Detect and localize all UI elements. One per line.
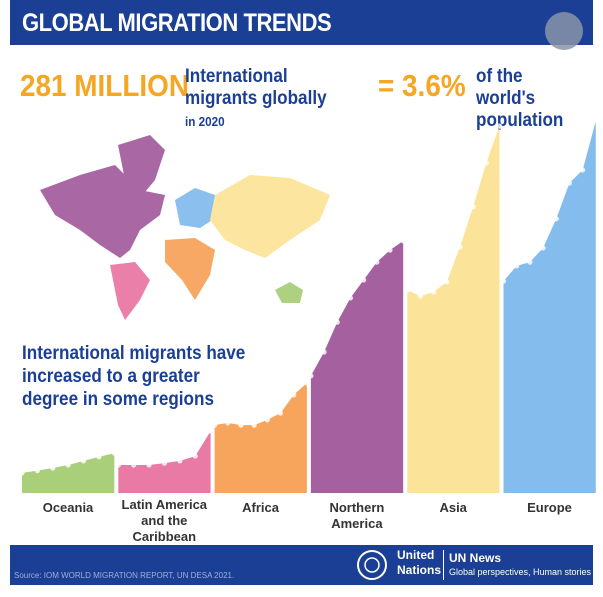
world-map xyxy=(40,135,330,320)
area xyxy=(118,431,211,493)
map-oceania xyxy=(275,282,303,303)
point xyxy=(514,263,520,269)
point xyxy=(225,420,231,426)
title: GLOBAL MIGRATION TRENDS xyxy=(22,9,332,37)
point xyxy=(347,295,354,301)
area xyxy=(22,453,115,493)
point xyxy=(264,417,270,423)
un-logo xyxy=(357,550,387,580)
point xyxy=(238,422,244,428)
point xyxy=(111,450,117,456)
point xyxy=(374,259,380,265)
point xyxy=(208,428,214,434)
map-greenland xyxy=(118,135,165,198)
point xyxy=(470,204,476,210)
org: United Nations xyxy=(397,548,442,577)
map-africa xyxy=(165,238,215,300)
point xyxy=(400,238,406,244)
category-label: Latin America and the Caribbean xyxy=(121,497,208,544)
footer-bar xyxy=(10,545,593,585)
point xyxy=(496,123,503,129)
map-asia xyxy=(210,175,330,258)
point xyxy=(527,259,533,265)
point xyxy=(387,247,393,253)
point xyxy=(212,422,218,428)
point xyxy=(161,460,168,466)
headline-text: International migrants globally in 2020 xyxy=(185,66,338,133)
point xyxy=(96,454,102,460)
point xyxy=(321,349,327,355)
point xyxy=(580,167,586,173)
point xyxy=(251,422,257,428)
point xyxy=(80,458,87,464)
point xyxy=(50,465,56,471)
point xyxy=(444,279,450,285)
headline-year: in 2020 xyxy=(185,114,225,129)
point xyxy=(146,462,152,468)
point xyxy=(291,392,297,398)
point xyxy=(334,319,340,325)
point xyxy=(304,380,310,386)
area xyxy=(407,125,500,493)
point xyxy=(566,180,573,186)
point xyxy=(131,462,137,468)
category-label: Northern America xyxy=(329,500,385,531)
brand: UN News xyxy=(449,551,502,565)
category-label: Oceania xyxy=(42,500,94,515)
point xyxy=(404,287,410,293)
point xyxy=(457,244,463,250)
point xyxy=(540,245,546,251)
point xyxy=(308,373,314,379)
map-south-america xyxy=(110,262,150,320)
divider xyxy=(443,550,444,580)
point xyxy=(361,277,367,283)
point xyxy=(593,118,599,124)
point xyxy=(34,468,40,474)
header-bar xyxy=(10,0,593,45)
headline-number: 281 MILLION xyxy=(20,68,189,103)
category-label: Africa xyxy=(242,500,280,515)
category-label: Asia xyxy=(439,500,467,515)
tagline: Global perspectives, Human stories xyxy=(449,567,592,577)
point xyxy=(65,462,71,468)
point xyxy=(115,462,121,468)
area xyxy=(503,121,596,493)
point xyxy=(500,278,507,284)
area xyxy=(214,382,307,493)
share-button[interactable] xyxy=(545,12,583,50)
point xyxy=(417,293,423,299)
area xyxy=(310,240,404,493)
point xyxy=(483,160,489,166)
subtitle: International migrants have increased to… xyxy=(22,343,246,410)
point xyxy=(277,410,284,416)
headline-share: = 3.6% xyxy=(378,68,466,103)
point xyxy=(553,216,559,222)
headline-label: International migrants globally xyxy=(185,66,327,109)
point xyxy=(192,453,198,459)
point xyxy=(430,289,437,295)
category-label: Europe xyxy=(527,500,572,515)
source: Source: IOM WORLD MIGRATION REPORT, UN D… xyxy=(14,571,235,580)
map-europe xyxy=(175,188,220,228)
point xyxy=(19,470,25,476)
point xyxy=(177,458,183,464)
